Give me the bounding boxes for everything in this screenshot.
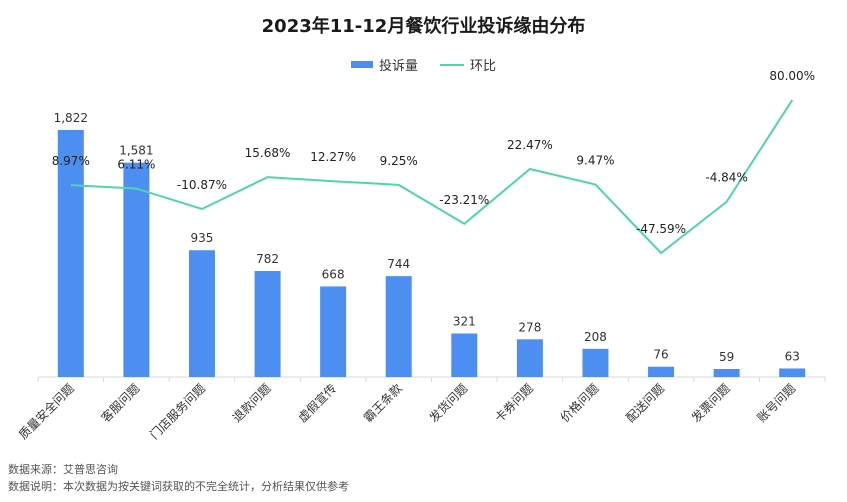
bar xyxy=(648,366,675,377)
x-tick-label: 门店服务问题 xyxy=(147,381,209,443)
line-value-label: -23.21% xyxy=(439,193,489,207)
line-value-label: 22.47% xyxy=(507,138,553,152)
chart-title: 2023年11-12月餐饮行业投诉缘由分布 xyxy=(261,16,586,37)
bar-value-label: 63 xyxy=(785,349,800,363)
bar xyxy=(385,276,412,377)
bar xyxy=(779,368,806,377)
line-value-label: 9.25% xyxy=(380,154,418,168)
bar xyxy=(451,333,478,377)
line-value-label: 6.11% xyxy=(117,158,155,172)
bar-value-label: 782 xyxy=(256,252,279,266)
bar xyxy=(713,369,740,377)
bar xyxy=(188,250,215,377)
x-tick-label: 卡券问题 xyxy=(491,381,536,426)
x-tick-label: 价格问题 xyxy=(557,381,602,426)
legend: 投诉量 环比 xyxy=(0,55,847,74)
line-series xyxy=(70,99,794,255)
data-note: 数据说明：本次数据为按关键词获取的不完全统计，分析结果仅供参考 xyxy=(8,480,349,493)
bar xyxy=(516,339,543,377)
bar xyxy=(582,348,609,377)
line-value-label: 15.68% xyxy=(245,146,291,160)
x-tick-label: 虚假宣传 xyxy=(295,381,340,426)
legend-item-bar[interactable]: 投诉量 xyxy=(350,55,418,74)
line-value-label: 8.97% xyxy=(52,154,90,168)
x-tick-label: 账号问题 xyxy=(754,381,798,425)
bar xyxy=(254,270,281,377)
bar-value-label: 278 xyxy=(518,320,541,334)
bar-value-label: 1,581 xyxy=(119,144,153,158)
bar-value-label: 1,822 xyxy=(54,111,88,125)
bar xyxy=(320,286,347,377)
bar-value-label: 59 xyxy=(719,350,734,364)
legend-label-bar: 投诉量 xyxy=(378,59,418,74)
legend-item-line[interactable]: 环比 xyxy=(440,55,496,74)
x-tick-label: 质量安全问题 xyxy=(15,381,77,443)
line-value-label: -47.59% xyxy=(636,222,686,236)
x-tick-label: 发票问题 xyxy=(688,381,733,426)
x-tick-label: 霸王条款 xyxy=(361,381,405,425)
bar-value-label: 321 xyxy=(453,314,476,328)
source-note: 数据来源：艾普思咨询 xyxy=(8,463,118,476)
x-tick-label: 退款问题 xyxy=(230,381,274,425)
bar-value-label: 208 xyxy=(584,330,607,344)
bar xyxy=(123,162,150,377)
legend-swatch-line xyxy=(440,63,464,66)
x-tick-label: 客服问题 xyxy=(98,381,143,426)
legend-label-line: 环比 xyxy=(470,59,497,74)
line-value-label: 80.00% xyxy=(769,69,815,83)
bar-value-label: 76 xyxy=(653,348,668,362)
line-value-label: -4.84% xyxy=(705,171,747,185)
bar-value-label: 935 xyxy=(191,231,214,245)
x-tick-label: 发货问题 xyxy=(426,381,471,426)
bar-value-label: 668 xyxy=(322,267,345,281)
bar-value-label: 744 xyxy=(387,257,410,271)
line-value-label: 9.47% xyxy=(576,154,614,168)
footnotes: 数据来源：艾普思咨询 数据说明：本次数据为按关键词获取的不完全统计，分析结果仅供… xyxy=(8,461,349,495)
legend-swatch-bar xyxy=(350,61,373,68)
bar xyxy=(57,130,84,377)
line-value-label: 12.27% xyxy=(310,150,356,164)
x-tick-label: 配送问题 xyxy=(623,381,668,426)
line-value-label: -10.87% xyxy=(177,178,227,192)
